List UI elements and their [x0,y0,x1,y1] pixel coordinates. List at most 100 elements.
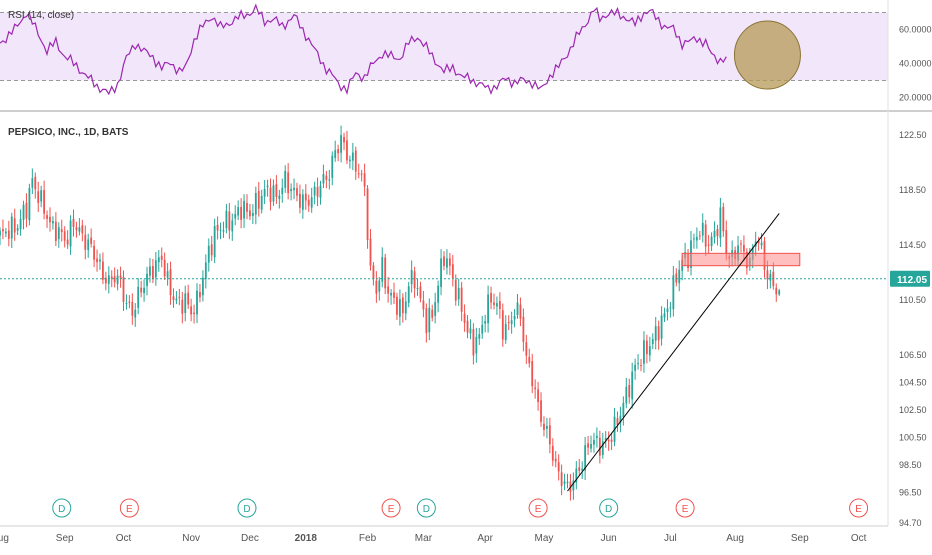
candle-body [263,188,266,197]
price-tick-label: 122.50 [899,130,927,140]
candle-body [404,301,407,314]
candle-body [578,467,581,471]
candle-body [740,243,742,245]
candle-body [719,207,722,239]
time-tick-label: Oct [851,533,867,544]
candle-body [425,308,428,333]
dividend-marker-D[interactable] [237,498,257,518]
candle-body [116,275,119,284]
price-tick-label: 110.50 [899,295,926,305]
candle-body [334,150,337,158]
candle-body [222,230,225,232]
candle-body [272,185,275,202]
candle-body [96,258,98,263]
price-tick-label: 98.50 [899,460,922,470]
candle-body [184,293,187,313]
candle-body [346,140,348,161]
candle-body [199,292,201,298]
candle-body [43,190,46,214]
earnings-marker-E[interactable] [849,498,869,518]
last-price-value: 112.05 [897,275,927,286]
candle-body [490,292,492,303]
dividend-marker-D[interactable] [416,498,436,518]
candle-body [25,202,28,219]
time-tick-label: Nov [182,533,200,544]
price-axis[interactable]: 96.50 98.50 100.50 102.50 104.50 106.50 110.50… [887,0,927,526]
candle-body [587,443,589,448]
candle-body [31,178,34,188]
earnings-marker-E[interactable] [119,498,139,518]
candle-body [622,402,625,417]
candle-body [648,346,651,356]
candle-body [522,316,525,342]
candle-body [357,173,360,175]
candle-body [46,215,48,219]
earnings-marker-E[interactable] [528,498,548,518]
candle-body [72,218,75,227]
candle-body [231,220,234,232]
candle-body [366,188,369,241]
candle-body [625,386,628,404]
time-tick-label: 2018 [295,533,318,544]
candle-body [507,322,510,324]
candle-body [16,228,19,231]
candle-body [196,290,198,315]
candle-body [57,227,60,240]
candle-body [234,213,237,219]
candle-body [157,257,160,263]
candle-body [716,228,719,237]
candle-body [131,302,134,316]
candle-body [607,440,610,442]
candle-body [463,313,466,323]
price-tick-label: 100.50 [899,433,927,443]
candle-body [413,271,416,289]
candle-body [254,192,257,215]
time-axis[interactable]: Aug Sep Oct Nov Dec 2018 Feb Mar Apr May Jun Jul Aug… [0,525,888,544]
candle-body [434,302,437,316]
rsi-line [0,3,727,96]
candle-body [90,237,93,244]
candle-body [581,468,584,471]
candle-body [37,191,40,203]
dividend-marker-D[interactable] [599,498,619,518]
dividend-marker-D[interactable] [52,498,72,518]
candle-body [163,259,166,277]
time-tick-label: Oct [116,533,132,544]
time-tick-label: Jul [664,533,677,544]
candle-body [216,224,219,231]
candle-body [619,415,622,423]
candle-body [531,361,534,387]
candle-body [760,242,763,246]
candle-body [396,296,398,315]
candle-body [525,342,528,356]
candle-body [775,287,778,295]
time-tick-label: Feb [359,533,377,544]
candle-body [460,287,463,312]
candle-body [422,300,425,310]
candle-body [7,230,10,239]
earnings-marker-label: E [682,504,689,515]
candle-body [316,187,319,197]
candle-body [393,292,395,298]
candle-body [475,336,478,354]
candle-body [604,437,607,441]
time-tick-label: Aug [0,533,9,544]
earnings-marker-E[interactable] [675,498,695,518]
support-zone[interactable] [681,252,801,267]
candle-body [448,258,451,266]
candle-body [610,439,613,442]
rsi-tick-label: 60.0000 [899,25,932,35]
candle-body [28,188,31,221]
candle-body [128,301,131,303]
candle-body [75,227,78,231]
trendline[interactable] [567,213,780,492]
candle-body [543,423,545,430]
candle-body [34,176,37,190]
earnings-marker-E[interactable] [381,498,401,518]
candle-body [149,266,151,276]
candle-body [478,334,481,339]
candle-body [246,202,248,212]
candle-body [560,472,563,486]
candle-body [651,339,654,344]
